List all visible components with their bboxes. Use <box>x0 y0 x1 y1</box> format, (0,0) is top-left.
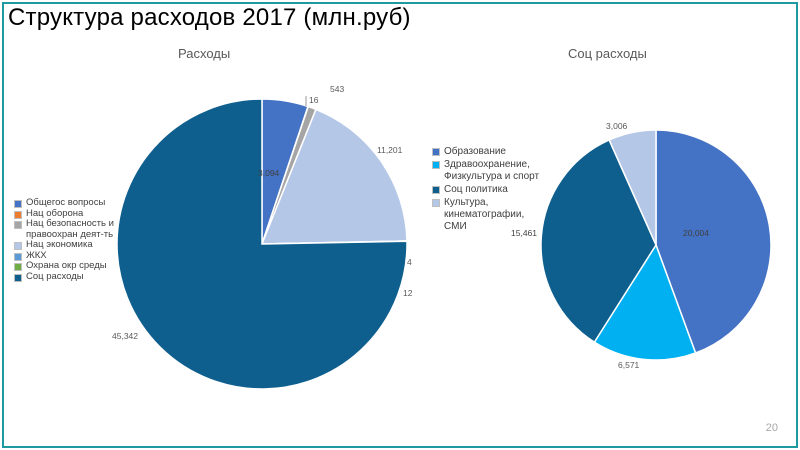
legend2-item-3: Культура, кинематографии, СМИ <box>432 197 544 233</box>
legend1-swatch-0 <box>14 200 22 208</box>
legend1-swatch-3 <box>14 242 22 250</box>
legend-social: Образование Здравоохранение, Физкультура … <box>432 146 544 234</box>
legend2-label-2: Соц политика <box>444 184 508 195</box>
legend1-item-3: Нац экономика <box>14 239 114 251</box>
legend1-label-4: ЖКХ <box>26 249 47 261</box>
legend1-swatch-4 <box>14 252 22 261</box>
legend1-swatch-1 <box>14 210 22 219</box>
legend2-swatch-2 <box>432 186 440 194</box>
pie1-data-label-5: 12 <box>403 288 413 298</box>
legend-expenses: Общегос вопросы Нац оборона Нац безопаснос… <box>14 197 114 283</box>
legend1-label-1: Нац оборона <box>26 207 84 219</box>
legend2-swatch-0 <box>432 148 440 156</box>
legend2-label-1: Здравоохранение, Физкультура и спорт <box>444 159 540 182</box>
legend1-swatch-2 <box>14 221 22 229</box>
legend2-label-3: Культура, кинематографии, СМИ <box>444 197 525 232</box>
pie2-slice-3 <box>608 129 657 246</box>
legend2-item-2: Соц политика <box>432 184 544 196</box>
pie2-slice-2 <box>540 138 657 344</box>
pie2-data-label-1: 6,571 <box>618 360 640 370</box>
legend1-item-1: Нац оборона <box>14 207 114 220</box>
legend1-swatch-5 <box>14 263 22 271</box>
pie2-slice-1 <box>593 243 697 361</box>
pie1-slice-3 <box>260 108 408 245</box>
legend1-item-0: Общегос вопросы <box>14 197 114 209</box>
legend1-item-2: Нац безопасность и правоохран деят-ть <box>14 218 114 240</box>
pie1-data-label-6: 45,342 <box>112 331 138 341</box>
legend1-label-3: Нац экономика <box>26 239 93 250</box>
slide-title: Структура расходов 2017 (млн.руб) <box>8 4 411 31</box>
legend2-swatch-1 <box>432 161 440 169</box>
legend2-swatch-3 <box>432 199 440 207</box>
pie1-data-label-2: 543 <box>330 84 344 94</box>
pie2-data-label-0: 20,004 <box>683 228 709 238</box>
pie2-data-label-2: 15,461 <box>511 228 537 238</box>
pie2-slice-0 <box>655 129 772 354</box>
legend1-label-5: Охрана окр среды <box>26 260 107 271</box>
legend1-label-0: Общегос вопросы <box>26 197 106 208</box>
pie2-data-label-3: 3,006 <box>606 121 628 131</box>
chart-title-expenses: Расходы <box>178 46 231 61</box>
pie1-data-label-0: 3,094 <box>258 168 280 178</box>
legend1-label-2: Нац безопасность и правоохран деят-ть <box>26 218 114 240</box>
legend1-item-5: Охрана окр среды <box>14 260 114 272</box>
pie1-data-label-3: 11,201 <box>377 145 403 155</box>
chart-title-social: Соц расходы <box>568 46 647 61</box>
legend2-label-0: Образование <box>444 146 506 157</box>
legend2-item-0: Образование <box>432 146 544 158</box>
legend2-item-1: Здравоохранение, Физкультура и спорт <box>432 159 544 183</box>
pie1-data-label-4: 4 <box>407 257 412 267</box>
legend1-label-6: Соц расходы <box>26 270 84 282</box>
pie1-slice-6 <box>116 98 408 390</box>
legend1-swatch-6 <box>14 273 22 282</box>
pie1-data-label-1: 16 <box>309 95 319 105</box>
page-number: 20 <box>765 422 778 434</box>
legend1-item-4: ЖКХ <box>14 249 114 262</box>
legend1-item-6: Соц расходы <box>14 270 114 283</box>
